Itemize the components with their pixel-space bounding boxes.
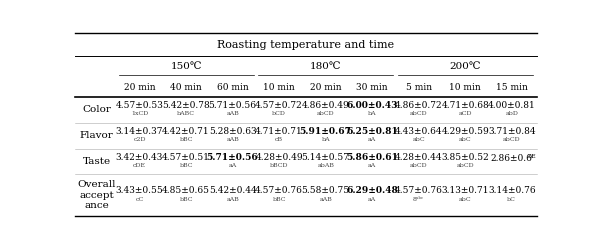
Text: bBC: bBC	[179, 163, 193, 168]
Text: aAB: aAB	[226, 137, 239, 142]
Text: abC: abC	[459, 197, 472, 202]
Text: 200℃: 200℃	[450, 62, 481, 71]
Text: Flavor: Flavor	[80, 131, 113, 140]
Text: bC: bC	[507, 197, 516, 202]
Text: 20 min: 20 min	[124, 83, 155, 92]
Text: 5 min: 5 min	[405, 83, 432, 92]
Text: Overall
accept
ance: Overall accept ance	[78, 180, 116, 210]
Text: aA: aA	[368, 137, 376, 142]
Text: aA: aA	[368, 163, 376, 168]
Text: 4.57±0.76: 4.57±0.76	[395, 186, 442, 195]
Text: 4.57±0.53: 4.57±0.53	[116, 101, 164, 110]
Text: abD: abD	[505, 111, 518, 116]
Text: bBC: bBC	[179, 137, 193, 142]
Text: 3.71±0.84: 3.71±0.84	[488, 127, 536, 136]
Text: 5.28±0.63: 5.28±0.63	[209, 127, 256, 136]
Text: 3.43±0.55: 3.43±0.55	[116, 186, 164, 195]
Text: abC: abC	[459, 137, 472, 142]
Text: aAB: aAB	[319, 197, 332, 202]
Text: 15 min: 15 min	[496, 83, 528, 92]
Text: 3.14±0.37: 3.14±0.37	[116, 127, 163, 136]
Text: abC: abC	[413, 137, 425, 142]
Text: abAB: abAB	[317, 163, 334, 168]
Text: 6.25±0.81: 6.25±0.81	[346, 127, 398, 136]
Text: 5.86±0.61: 5.86±0.61	[346, 153, 398, 162]
Text: bBC: bBC	[179, 197, 193, 202]
Text: 5.71±0.56: 5.71±0.56	[208, 101, 257, 110]
Text: 5.42±0.44: 5.42±0.44	[209, 186, 257, 195]
Text: aCD: aCD	[458, 111, 472, 116]
Text: 10 min: 10 min	[263, 83, 295, 92]
Text: 2.86±0.6: 2.86±0.6	[491, 154, 533, 163]
Text: 5.42±0.78: 5.42±0.78	[162, 101, 210, 110]
Text: abCD: abCD	[410, 111, 427, 116]
Text: 60 min: 60 min	[217, 83, 248, 92]
Text: abCD: abCD	[503, 137, 521, 142]
Text: Taste: Taste	[82, 157, 110, 166]
Text: 4.86±0.49: 4.86±0.49	[301, 101, 349, 110]
Text: bABC: bABC	[177, 111, 195, 116]
Text: 5.58±0.75: 5.58±0.75	[301, 186, 350, 195]
Text: 180℃: 180℃	[310, 62, 341, 71]
Text: 5.71±0.56: 5.71±0.56	[207, 153, 259, 162]
Text: 3.42±0.43: 3.42±0.43	[116, 153, 163, 162]
Text: 4.71±0.68: 4.71±0.68	[441, 101, 489, 110]
Text: 4.85±0.65: 4.85±0.65	[162, 186, 210, 195]
Text: cDE: cDE	[133, 163, 146, 168]
Text: aAB: aAB	[226, 111, 239, 116]
Text: bBCD: bBCD	[270, 163, 288, 168]
Text: 40 min: 40 min	[170, 83, 202, 92]
Text: abCD: abCD	[456, 163, 474, 168]
Text: bCD: bCD	[272, 111, 286, 116]
Text: 3.14±0.76: 3.14±0.76	[488, 186, 536, 195]
Text: 5.91±0.67: 5.91±0.67	[300, 127, 352, 136]
Text: 4.42±0.71: 4.42±0.71	[162, 127, 210, 136]
Text: 3.85±0.52: 3.85±0.52	[441, 153, 489, 162]
Text: 6.29±0.48: 6.29±0.48	[346, 186, 398, 195]
Text: c2D: c2D	[133, 137, 146, 142]
Text: aAB: aAB	[226, 197, 239, 202]
Text: bBC: bBC	[272, 197, 286, 202]
Text: 4.57±0.51: 4.57±0.51	[162, 153, 210, 162]
Text: 4.29±0.59: 4.29±0.59	[441, 127, 489, 136]
Text: 4.43±0.64: 4.43±0.64	[395, 127, 442, 136]
Text: Color: Color	[82, 106, 111, 115]
Text: bA: bA	[368, 111, 377, 116]
Text: abCD: abCD	[410, 163, 427, 168]
Text: 6.00±0.43: 6.00±0.43	[346, 101, 398, 110]
Text: 4.00±0.81: 4.00±0.81	[488, 101, 536, 110]
Text: 8ᵃᵇᶜ: 8ᵃᵇᶜ	[413, 197, 424, 202]
Text: 20 min: 20 min	[310, 83, 341, 92]
Text: 10 min: 10 min	[450, 83, 481, 92]
Text: 4.28±0.49: 4.28±0.49	[256, 153, 303, 162]
Text: 4.86±0.72: 4.86±0.72	[395, 101, 442, 110]
Text: cB: cB	[275, 137, 283, 142]
Text: aA: aA	[229, 163, 236, 168]
Text: 30 min: 30 min	[356, 83, 388, 92]
Text: cC: cC	[136, 197, 144, 202]
Text: 5.14±0.57: 5.14±0.57	[301, 153, 350, 162]
Text: bA: bA	[321, 137, 330, 142]
Text: 4.71±0.71: 4.71±0.71	[256, 127, 303, 136]
Text: 3.13±0.71: 3.13±0.71	[441, 186, 489, 195]
Text: 1xCD: 1xCD	[131, 111, 148, 116]
Text: 150℃: 150℃	[170, 62, 202, 71]
Text: Roasting temperature and time: Roasting temperature and time	[217, 40, 395, 50]
Text: 4.28±0.44: 4.28±0.44	[395, 153, 442, 162]
Text: bE: bE	[528, 154, 537, 159]
Text: aA: aA	[368, 197, 376, 202]
Text: 4.57±0.72: 4.57±0.72	[256, 101, 303, 110]
Text: abCD: abCD	[317, 111, 334, 116]
Text: 4.57±0.76: 4.57±0.76	[255, 186, 303, 195]
